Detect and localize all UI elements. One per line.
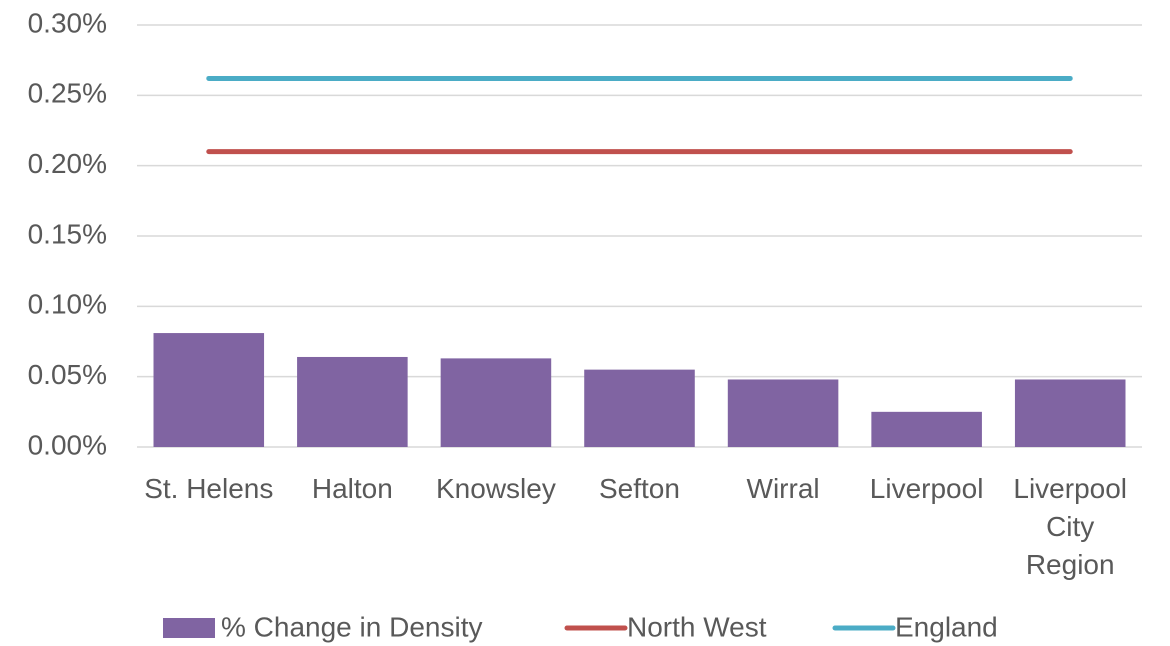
y-tick-label: 0.25% [28,78,107,109]
y-tick-label: 0.30% [28,7,107,38]
bar [584,369,695,447]
x-tick-label: Liverpool City Region [1013,473,1128,580]
y-tick-label: 0.20% [28,148,107,179]
y-tick-label: 0.15% [28,218,107,249]
bar [297,356,408,447]
x-tick-label: St. Helens [144,473,274,504]
legend-label: % Change in Density [221,611,482,642]
bar [871,411,982,447]
bar [1014,379,1126,447]
legend-swatch [163,618,215,638]
y-tick-label: 0.10% [28,289,107,320]
y-tick-label: 0.05% [28,359,107,390]
legend-label: England [895,611,998,642]
legend-label: North West [627,611,767,642]
y-tick-label: 0.00% [28,429,107,460]
bar [727,379,839,447]
x-tick-label: Liverpool [869,473,984,504]
x-tick-label: Knowsley [436,473,556,504]
x-tick-label: Halton [311,473,393,504]
bar [153,333,265,447]
x-tick-label: Wirral [746,473,820,504]
x-tick-label: Sefton [599,473,680,504]
bar [440,358,552,447]
